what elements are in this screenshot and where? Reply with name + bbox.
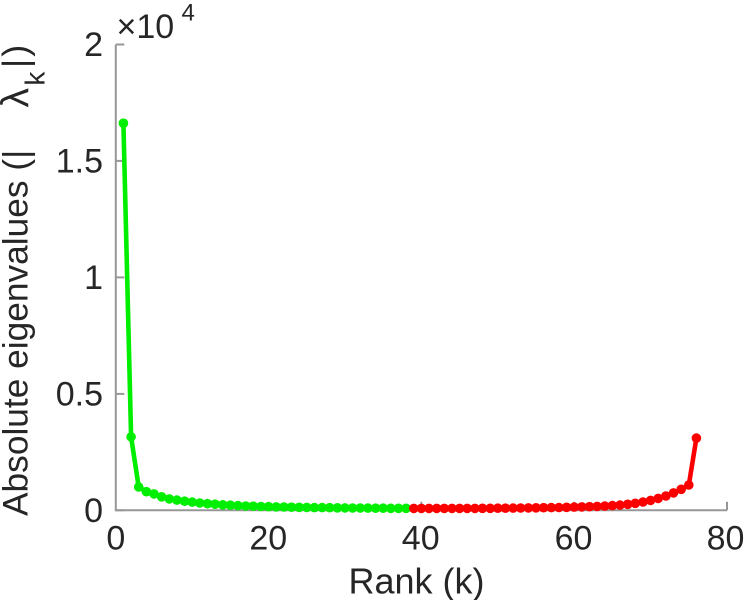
svg-text:Rank (k): Rank (k) [348, 561, 484, 600]
svg-text:2: 2 [84, 26, 103, 64]
svg-text:0: 0 [84, 492, 103, 530]
svg-text:80: 80 [707, 520, 745, 558]
svg-text:20: 20 [249, 520, 287, 558]
svg-text:λk|): λk|) [0, 45, 50, 108]
svg-text:1: 1 [84, 259, 103, 297]
svg-text:0.5: 0.5 [56, 376, 103, 414]
svg-text:0: 0 [106, 520, 125, 558]
svg-text:×10: ×10 [117, 8, 175, 46]
svg-text:4: 4 [182, 0, 195, 26]
svg-text:Absolute eigenvalues (|: Absolute eigenvalues (| [0, 150, 36, 516]
svg-text:1.5: 1.5 [56, 143, 103, 181]
svg-text:40: 40 [402, 520, 440, 558]
svg-text:60: 60 [555, 520, 593, 558]
